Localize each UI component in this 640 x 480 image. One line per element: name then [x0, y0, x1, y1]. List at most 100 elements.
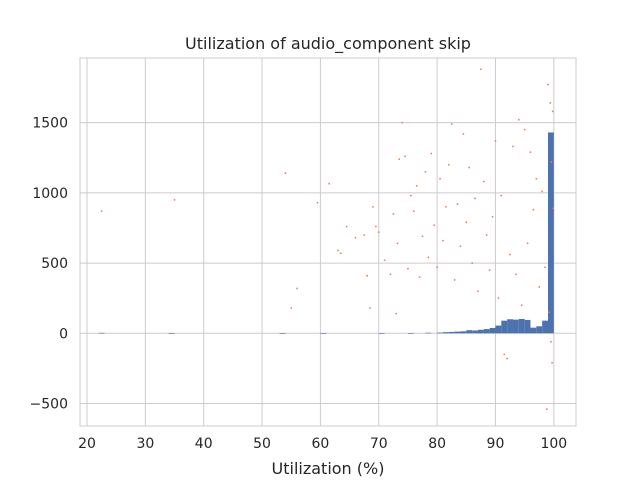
y-tick-labels: −500 0 500 1000 1500	[30, 116, 68, 413]
histogram-bar	[279, 333, 286, 334]
scatter-point	[520, 304, 523, 307]
scatter-point	[535, 177, 538, 180]
x-tick-label: 60	[312, 436, 330, 452]
scatter-point	[551, 110, 554, 113]
scatter-point	[545, 408, 548, 411]
scatter-point	[395, 312, 398, 315]
scatter-point	[316, 201, 319, 204]
scatter-point	[550, 161, 553, 163]
scatter-point	[430, 152, 433, 155]
scatter-point	[409, 194, 412, 197]
scatter-point	[474, 197, 476, 200]
y-tick-label: 500	[41, 256, 68, 272]
histogram-bar	[501, 320, 508, 334]
histogram-bar	[442, 332, 449, 334]
histogram-bar	[98, 332, 105, 334]
scatter-point	[424, 170, 427, 173]
scatter-point	[421, 235, 424, 238]
scatter-point	[523, 128, 526, 131]
scatter-point	[514, 273, 517, 276]
histogram-bar	[512, 319, 519, 334]
scatter-point	[389, 273, 392, 276]
scatter-point	[447, 163, 450, 166]
scatter-point	[453, 279, 456, 281]
scatter-point	[491, 215, 494, 218]
scatter-point	[339, 252, 342, 255]
scatter-point	[296, 287, 298, 290]
scatter-point	[548, 311, 551, 314]
scatter-point	[503, 353, 506, 356]
scatter-point	[485, 234, 488, 236]
scatter-point	[415, 184, 418, 187]
x-tick-label: 20	[78, 436, 96, 452]
scatter-point	[512, 145, 514, 148]
scatter-point	[369, 307, 371, 309]
scatter-point	[396, 242, 399, 245]
scatter-point	[412, 210, 415, 212]
scatter-point	[500, 194, 503, 197]
scatter-point	[497, 297, 500, 300]
scatter-point	[354, 236, 357, 239]
histogram-bar	[454, 331, 461, 334]
scatter-point	[526, 242, 529, 245]
scatter-point	[549, 102, 552, 104]
scatter-point	[479, 68, 482, 71]
histogram-bar	[320, 333, 327, 334]
y-tick-label: −500	[30, 397, 68, 413]
x-tick-label: 30	[136, 436, 154, 452]
chart-title: Utilization of audio_component skip	[185, 34, 471, 54]
scatter-point	[427, 256, 430, 259]
scatter-point	[372, 205, 374, 208]
axes-frame	[79, 57, 577, 427]
x-tick-labels: 20 30 40 50 60 70 80 90 100	[78, 436, 567, 452]
histogram-bar	[425, 332, 432, 334]
scatter-point	[551, 361, 553, 364]
x-tick-label: 50	[253, 436, 271, 452]
y-tick-label: 1500	[32, 116, 68, 132]
scatter-point	[477, 290, 479, 293]
scatter-point	[401, 121, 404, 124]
scatter-point	[439, 177, 441, 180]
y-tick-label: 0	[59, 326, 68, 342]
scatter-point	[392, 213, 395, 215]
scatter-point	[100, 210, 103, 212]
scatter-point	[532, 208, 535, 211]
scatter-point	[290, 307, 293, 309]
histogram-bar	[472, 330, 478, 334]
scatter-point	[544, 266, 546, 269]
scatter-point	[465, 221, 468, 224]
histogram-bar	[547, 132, 554, 334]
scatter-point	[337, 249, 339, 252]
histogram-bar	[407, 333, 414, 334]
scatter-point	[173, 198, 176, 201]
histogram-bar	[542, 320, 548, 334]
histogram-bars	[98, 132, 554, 334]
scatter-point	[404, 155, 406, 158]
scatter-point	[509, 253, 511, 256]
scatter-point	[433, 224, 436, 227]
histogram-bar	[495, 325, 502, 334]
scatter-point	[494, 139, 497, 142]
histogram-bar	[489, 327, 496, 334]
histogram-bar	[507, 319, 513, 334]
scatter-point	[547, 83, 549, 86]
scatter-point	[488, 269, 491, 271]
scatter-point	[462, 132, 465, 135]
histogram-bar	[530, 327, 537, 334]
scatter-point	[284, 172, 287, 175]
x-tick-label: 100	[540, 436, 567, 452]
scatter-point	[436, 266, 439, 269]
scatter-point	[506, 357, 509, 360]
scatter-point	[328, 182, 331, 185]
scatter-point	[468, 166, 471, 169]
scatter-point	[407, 267, 409, 270]
histogram-bar	[378, 333, 385, 334]
scatter-point	[450, 123, 453, 125]
histogram-bar	[460, 331, 467, 334]
histogram-bar	[518, 318, 525, 334]
scatter-point	[398, 158, 401, 161]
histogram-bar	[536, 326, 543, 334]
scatter-point	[529, 151, 532, 154]
x-axis-label: Utilization (%)	[272, 459, 385, 478]
y-tick-label: 1000	[32, 186, 68, 202]
